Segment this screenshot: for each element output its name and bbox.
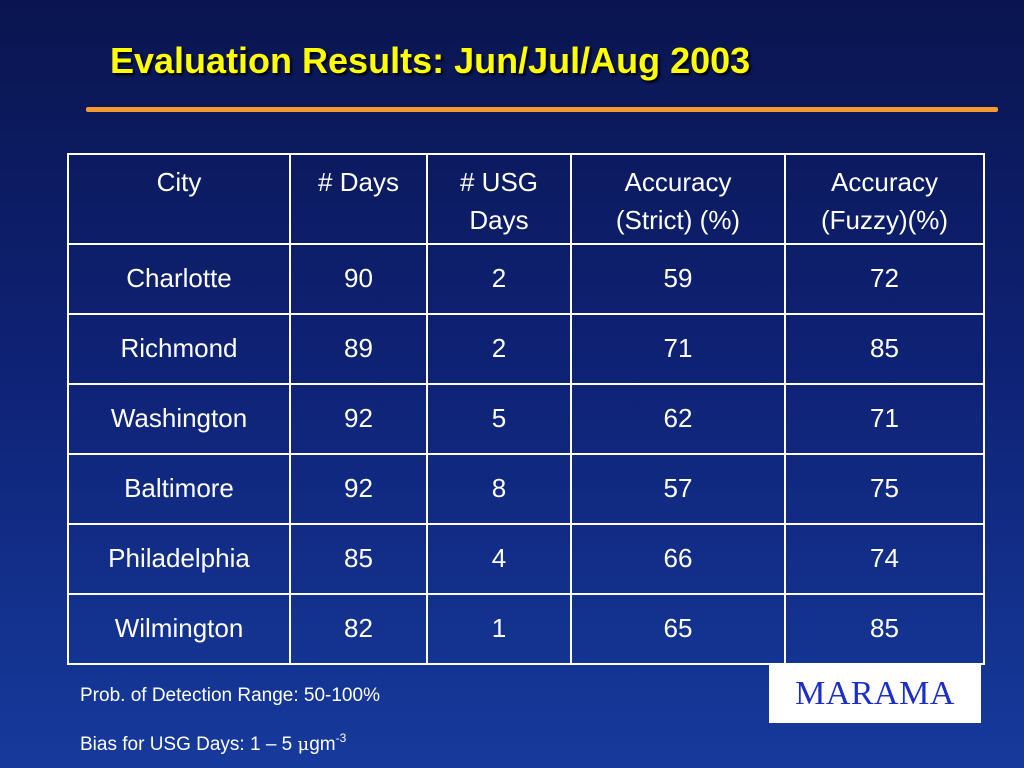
- marama-logo-text: MARAMA: [795, 674, 955, 712]
- cell-accuracy-fuzzy: 72: [784, 243, 985, 315]
- table-row: Charlotte 90 2 59 72: [67, 243, 985, 315]
- header-usg-days-line-2: Days: [469, 205, 529, 235]
- cell-city: Washington: [67, 383, 291, 455]
- cell-city: Charlotte: [67, 243, 291, 315]
- cell-city: Wilmington: [67, 593, 291, 665]
- evaluation-results-table: City # Days # USG Days Accuracy (Strict)…: [67, 153, 985, 665]
- cell-usg-days: 8: [426, 453, 572, 525]
- cell-accuracy-strict: 62: [570, 383, 786, 455]
- cell-accuracy-strict: 66: [570, 523, 786, 595]
- cell-accuracy-fuzzy: 85: [784, 593, 985, 665]
- header-accuracy-strict: Accuracy (Strict) (%): [570, 153, 786, 245]
- cell-accuracy-fuzzy: 85: [784, 313, 985, 385]
- header-usg-days: # USG Days: [426, 153, 572, 245]
- slide-title: Evaluation Results: Jun/Jul/Aug 2003: [110, 40, 751, 81]
- cell-accuracy-strict: 59: [570, 243, 786, 315]
- header-accuracy-strict-line-1: Accuracy: [624, 167, 732, 197]
- cell-accuracy-fuzzy: 71: [784, 383, 985, 455]
- marama-logo: MARAMA: [769, 664, 981, 723]
- table-row: Baltimore 92 8 57 75: [67, 453, 985, 525]
- table-row: Washington 92 5 62 71: [67, 383, 985, 455]
- bias-unit: gm: [309, 734, 336, 755]
- header-days-label: # Days: [318, 167, 399, 197]
- cell-usg-days: 5: [426, 383, 572, 455]
- cell-days: 92: [289, 453, 428, 525]
- cell-days: 89: [289, 313, 428, 385]
- cell-accuracy-strict: 71: [570, 313, 786, 385]
- micro-symbol: μ: [297, 734, 310, 755]
- table-row: Wilmington 82 1 65 85: [67, 593, 985, 665]
- cell-usg-days: 1: [426, 593, 572, 665]
- cell-accuracy-strict: 65: [570, 593, 786, 665]
- header-city: City: [67, 153, 291, 245]
- usg-bias-note-text: Bias for USG Days: 1 – 5: [80, 734, 298, 755]
- bias-unit-exponent: -3: [335, 731, 347, 745]
- cell-days: 92: [289, 383, 428, 455]
- cell-days: 85: [289, 523, 428, 595]
- cell-city: Baltimore: [67, 453, 291, 525]
- header-accuracy-strict-line-2: (Strict) (%): [615, 205, 741, 235]
- header-days: # Days: [289, 153, 428, 245]
- table-row: Richmond 89 2 71 85: [67, 313, 985, 385]
- cell-days: 82: [289, 593, 428, 665]
- header-city-label: City: [156, 167, 202, 197]
- detection-range-note: Prob. of Detection Range: 50-100%: [80, 685, 380, 706]
- header-usg-days-line-1: # USG: [459, 167, 539, 197]
- header-accuracy-fuzzy: Accuracy (Fuzzy)(%): [784, 153, 985, 245]
- cell-city: Philadelphia: [67, 523, 291, 595]
- header-accuracy-fuzzy-line-1: Accuracy: [831, 167, 938, 197]
- title-underline-rule: [86, 107, 998, 112]
- cell-days: 90: [289, 243, 428, 315]
- usg-bias-note: Bias for USG Days: 1 – 5 μgm-3: [80, 731, 346, 756]
- cell-usg-days: 4: [426, 523, 572, 595]
- cell-accuracy-strict: 57: [570, 453, 786, 525]
- header-accuracy-fuzzy-line-2: (Fuzzy)(%): [820, 205, 949, 235]
- cell-accuracy-fuzzy: 75: [784, 453, 985, 525]
- cell-usg-days: 2: [426, 243, 572, 315]
- cell-accuracy-fuzzy: 74: [784, 523, 985, 595]
- cell-usg-days: 2: [426, 313, 572, 385]
- table-row: Philadelphia 85 4 66 74: [67, 523, 985, 595]
- table-header-row: City # Days # USG Days Accuracy (Strict)…: [67, 153, 985, 245]
- cell-city: Richmond: [67, 313, 291, 385]
